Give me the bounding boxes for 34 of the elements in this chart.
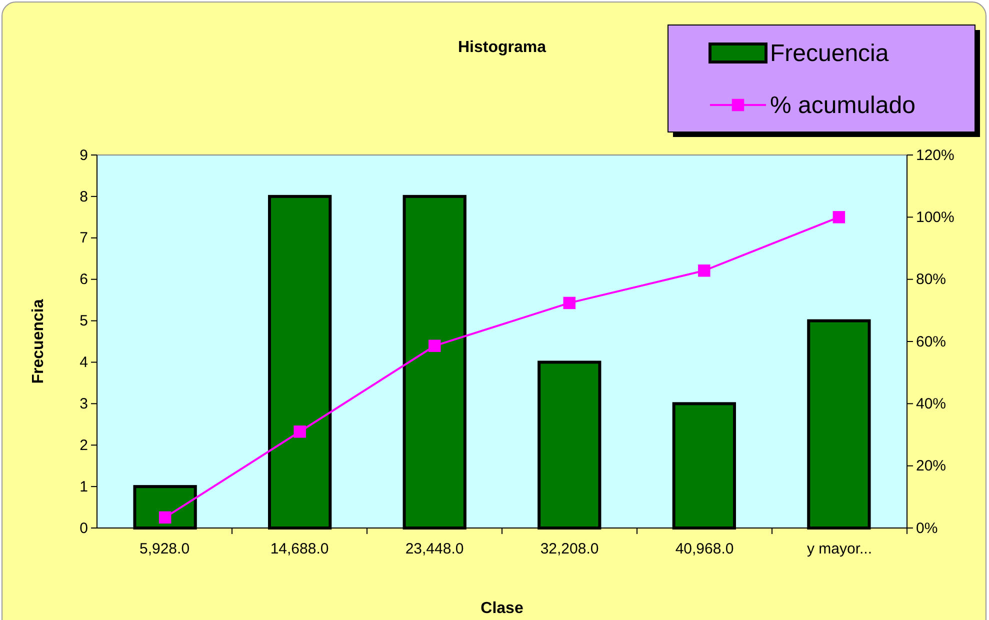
point <box>158 511 172 524</box>
y-tick-label: 1 <box>80 478 88 496</box>
y2-tick-label: 120% <box>916 146 954 164</box>
x-axis-title: Clase <box>480 600 524 617</box>
legend-label: % acumulado <box>770 92 916 119</box>
x-tick-label: 40,968.0 <box>675 540 734 558</box>
point <box>428 340 441 352</box>
x-tick-label: 5,928.0 <box>139 540 190 558</box>
point <box>832 211 846 224</box>
x-tick-label: 23,448.0 <box>405 540 464 558</box>
legend-label: Frecuencia <box>770 40 890 67</box>
x-tick-label: y mayor... <box>806 540 872 558</box>
y-tick-label: 0 <box>80 520 88 537</box>
y-tick-label: 5 <box>80 312 88 330</box>
point <box>698 264 710 277</box>
y-tick-label: 8 <box>80 188 88 206</box>
point <box>563 296 576 310</box>
chart-title: Histograma <box>458 39 546 56</box>
y-tick-label: 2 <box>80 436 88 454</box>
y-tick-label: 6 <box>80 271 88 288</box>
y2-tick-label: 20% <box>916 458 946 475</box>
x-tick-label: 32,208.0 <box>540 540 599 558</box>
y-tick-label: 4 <box>80 354 88 372</box>
x-tick-label: 14,688.0 <box>270 540 329 558</box>
y2-tick-label: 40% <box>916 395 946 412</box>
y2-tick-label: 0% <box>916 520 938 537</box>
y2-tick-label: 100% <box>916 208 954 226</box>
y2-tick-label: 80% <box>916 271 946 288</box>
y-axis-title: Frecuencia <box>30 299 47 384</box>
point <box>294 426 306 438</box>
y-tick-label: 7 <box>80 230 88 247</box>
y-tick-label: 3 <box>80 395 88 412</box>
y-tick-label: 9 <box>80 146 88 164</box>
y2-tick-label: 60% <box>916 333 946 350</box>
